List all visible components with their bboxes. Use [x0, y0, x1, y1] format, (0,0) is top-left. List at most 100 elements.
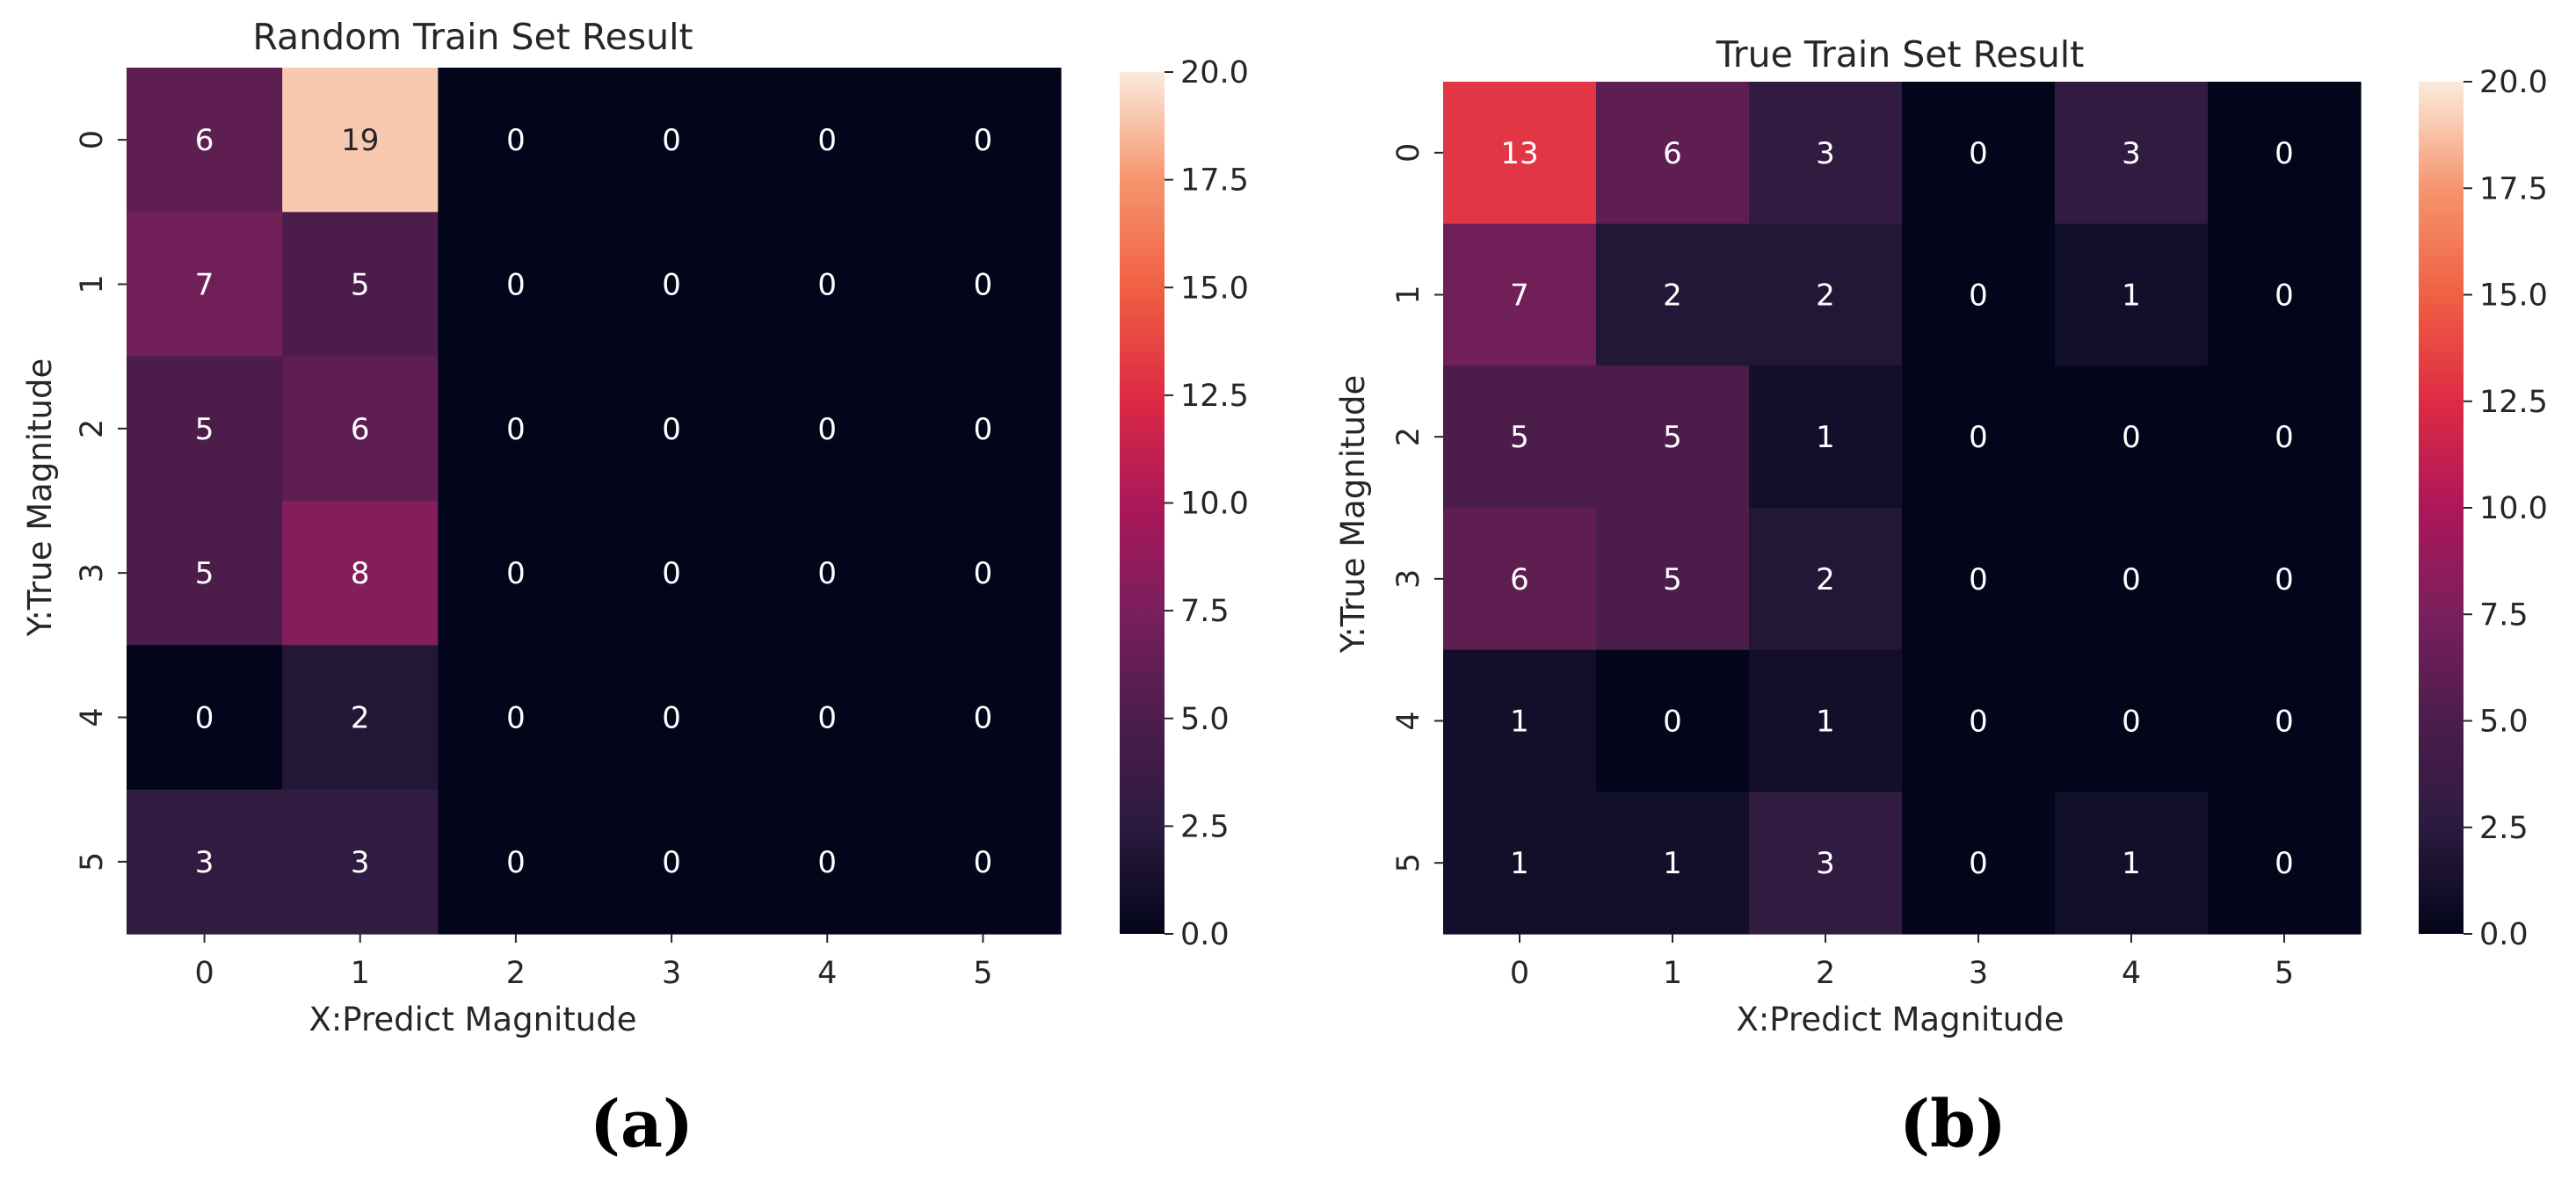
cell-value-label: 0 [506, 123, 526, 158]
colorbar-tick-label: 5.0 [2479, 705, 2529, 740]
heatmap-cell [1902, 649, 2056, 792]
cell-value-label: 0 [662, 556, 681, 591]
cell-value-label: 3 [195, 845, 214, 880]
heatmap-cell [1902, 365, 2056, 509]
cell-value-label: 0 [1969, 705, 1988, 740]
heatmap-cell [127, 501, 283, 646]
y-ticks-a: 0 1 2 3 4 5 [75, 130, 127, 872]
x-tick-label: 5 [2275, 956, 2294, 991]
cell-value-label: 1 [1816, 420, 1835, 455]
cell-value-label: 0 [506, 268, 526, 303]
y-tick-label: 0 [1391, 143, 1426, 163]
heatmap-cell [127, 645, 283, 791]
x-tick-label: 1 [1663, 956, 1682, 991]
heatmap-panel-a: Random Train Set Result 6 19 0 0 0 0 7 5 0 0 0 0 5 6 0… [21, 16, 1249, 1162]
cell-value-label: 0 [195, 701, 214, 736]
y-ticks-b: 0 1 2 3 4 5 [1391, 143, 1443, 872]
cell-value-label: 1 [2122, 846, 2141, 881]
cell-value-label: 0 [1969, 136, 1988, 171]
heatmap-cell [1596, 82, 1750, 225]
colorbar-tick-label: 0.0 [2479, 917, 2529, 952]
heatmap-cell [127, 212, 283, 358]
cell-value-label: 6 [351, 412, 370, 447]
cell-value-label: 0 [1969, 562, 1988, 597]
cell-value-label: 3 [1816, 136, 1835, 171]
heatmap-cell [282, 68, 439, 213]
cell-value-label: 1 [1663, 846, 1682, 881]
colorbar-tick-label: 7.5 [2479, 597, 2529, 633]
colorbar-tick-label: 2.5 [1180, 809, 1230, 844]
y-tick-label: 1 [75, 274, 110, 293]
cell-value-label: 0 [2122, 705, 2141, 740]
cell-value-label: 0 [662, 412, 681, 447]
colorbar-tick-label: 17.5 [1180, 163, 1249, 199]
cell-value-label: 0 [974, 701, 993, 736]
chart-title-a: Random Train Set Result [252, 16, 693, 58]
cell-value-label: 0 [506, 845, 526, 880]
cell-value-label: 6 [195, 123, 214, 158]
colorbar-tick-label: 12.5 [1180, 379, 1249, 414]
x-ticks-a: 0 1 2 3 4 5 [194, 934, 993, 991]
heatmap-cell [1749, 649, 1903, 792]
y-tick-label: 2 [1391, 427, 1426, 446]
x-tick-label: 1 [351, 956, 370, 991]
cell-value-label: 0 [662, 701, 681, 736]
heatmap-cell [1749, 82, 1903, 225]
colorbar-tick-label: 5.0 [1180, 702, 1230, 737]
y-axis-label-b: Y:True Magnitude [1334, 375, 1372, 655]
x-tick-label: 2 [1816, 956, 1835, 991]
colorbar-tick-label: 15.0 [2479, 278, 2548, 314]
colorbar-b [2419, 82, 2464, 934]
heatmap-cell [1596, 365, 1750, 509]
cell-value-label: 0 [2275, 705, 2294, 740]
x-tick-label: 0 [194, 956, 214, 991]
heatmap-cell [438, 68, 595, 213]
cell-value-label: 0 [817, 268, 837, 303]
cell-value-label: 0 [817, 701, 837, 736]
heatmap-cell [2208, 82, 2362, 225]
heatmap-cell [749, 356, 906, 502]
heatmap-cell [904, 645, 1062, 791]
heatmap-cell [2055, 508, 2209, 651]
heatmap-cell [2055, 365, 2209, 509]
cell-value-label: 19 [341, 123, 379, 158]
heatmap-cell [282, 645, 439, 791]
heatmap-cells-b: 13 6 3 0 3 07 2 2 0 1 05 5 1 0 0 06 5 2 0 0 01 0 1 0 0 01 1 3 0 1 0 [1443, 82, 2362, 935]
cell-value-label: 0 [974, 412, 993, 447]
x-axis-label-b: X:Predict Magnitude [1736, 1001, 2064, 1038]
cell-value-label: 5 [351, 268, 370, 303]
cell-value-label: 2 [1663, 278, 1682, 314]
cell-value-label: 7 [1510, 278, 1529, 314]
heatmap-cell [127, 68, 283, 213]
heatmap-cell [749, 501, 906, 646]
y-tick-label: 0 [75, 130, 110, 149]
cell-value-label: 5 [1663, 562, 1682, 597]
cell-value-label: 8 [351, 556, 370, 591]
heatmap-cell [1749, 508, 1903, 651]
y-tick-label: 4 [1391, 711, 1426, 730]
heatmap-cell [1596, 223, 1750, 366]
cell-value-label: 2 [351, 701, 370, 736]
heatmap-cell [904, 68, 1062, 213]
colorbar-ticks-a: 0.0 2.5 5.0 7.5 10.0 12.5 15.0 17.5 20.0 [1165, 55, 1249, 952]
heatmap-cell [904, 501, 1062, 646]
heatmap-cell [2208, 649, 2362, 792]
y-tick-label: 4 [75, 707, 110, 727]
cell-value-label: 0 [974, 268, 993, 303]
heatmap-cell [593, 356, 751, 502]
y-tick-label: 3 [1391, 569, 1426, 589]
heatmap-cell [749, 68, 906, 213]
y-axis-label-a: Y:True Magnitude [21, 358, 59, 638]
x-tick-label: 3 [1969, 956, 1988, 991]
x-tick-label: 4 [817, 956, 837, 991]
heatmap-cell [1443, 792, 1597, 935]
cell-value-label: 0 [1969, 846, 1988, 881]
cell-value-label: 1 [1510, 846, 1529, 881]
cell-value-label: 0 [2122, 420, 2141, 455]
y-tick-label: 5 [75, 852, 110, 872]
cell-value-label: 2 [1816, 278, 1835, 314]
x-tick-label: 3 [662, 956, 681, 991]
cell-value-label: 0 [506, 412, 526, 447]
cell-value-label: 0 [817, 123, 837, 158]
cell-value-label: 0 [1969, 278, 1988, 314]
